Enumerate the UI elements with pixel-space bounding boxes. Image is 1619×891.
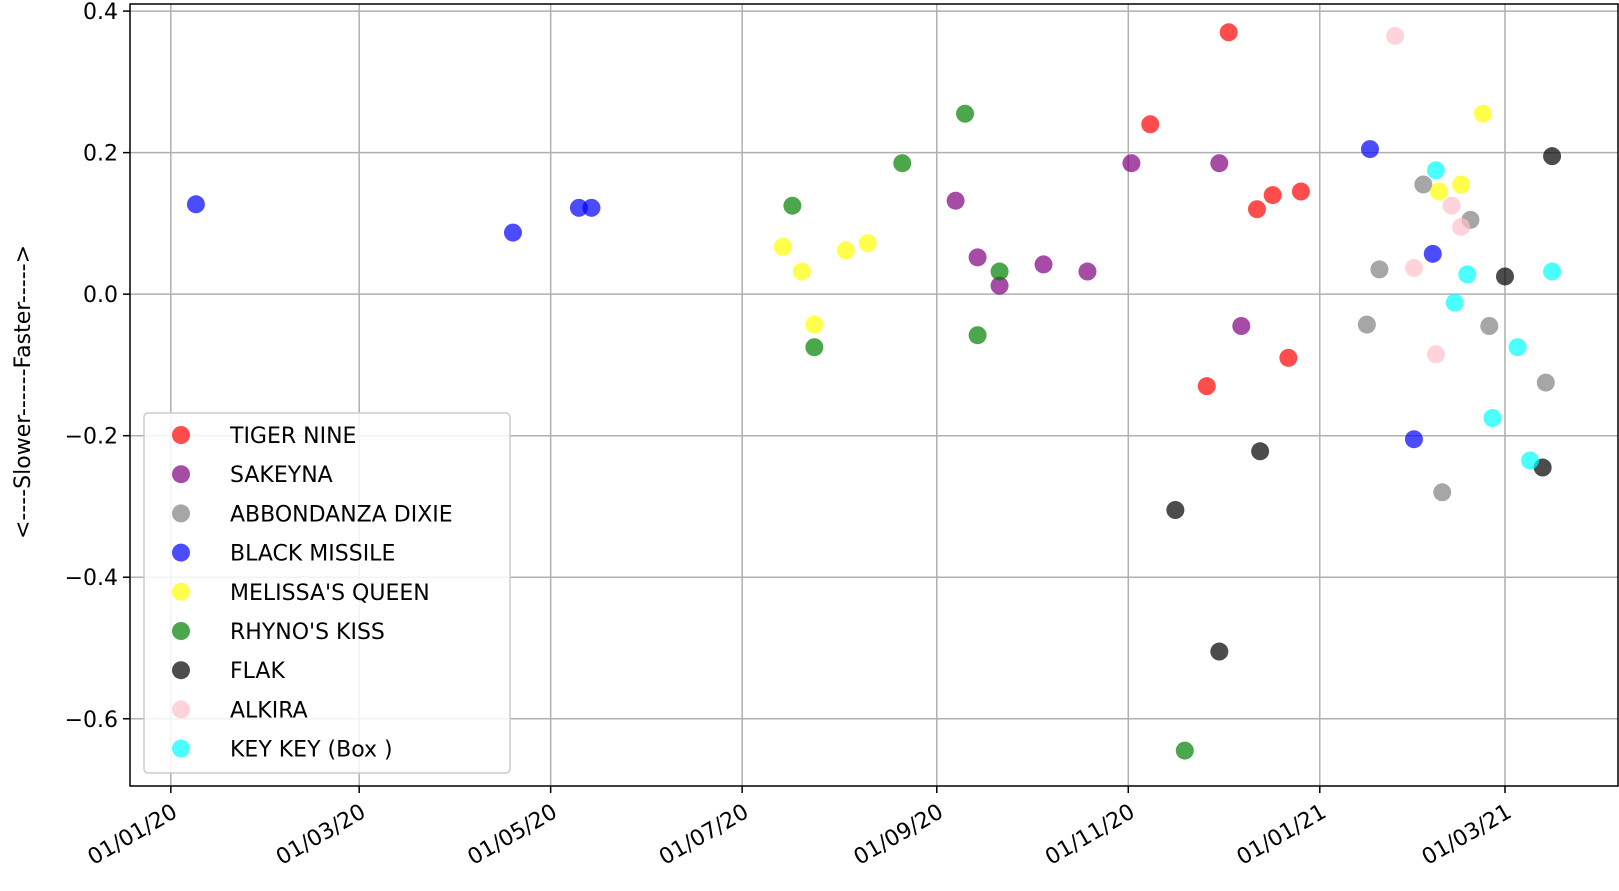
data-points [186,23,1562,760]
data-point [1034,255,1053,274]
data-point [1483,409,1502,427]
x-tick-label: 01/01/21 [1233,800,1331,871]
data-point [1430,182,1449,201]
data-point [503,223,522,242]
data-point [1423,244,1442,263]
data-point [1426,161,1445,180]
x-tick-label: 01/07/20 [655,800,753,871]
data-point [1452,175,1471,194]
data-point [946,191,965,210]
legend-label: FLAK [230,659,285,684]
data-point [836,241,855,260]
data-point [1210,642,1229,661]
x-tick-label: 01/11/20 [1041,800,1139,871]
y-tick-label: 0.2 [83,142,118,167]
legend-marker [172,739,190,758]
legend-marker [172,543,190,562]
legend-box [143,412,511,774]
y-tick-label: −0.2 [65,425,118,450]
data-point [792,262,811,281]
legend-label: RHYNO'S KISS [230,620,385,645]
data-point [1219,23,1238,42]
data-point [1452,217,1471,236]
legend-label: ABBONDANZA DIXIE [230,502,453,527]
legend-marker [172,426,190,444]
x-tick-label: 01/01/20 [84,800,182,871]
data-point [783,196,802,215]
x-tick-label: 01/03/20 [272,800,370,871]
y-tick-label: −0.4 [65,566,118,591]
data-point [1141,115,1160,134]
data-point [893,154,912,173]
legend-label: SAKEYNA [230,463,333,488]
legend-label: TIGER NINE [229,424,356,449]
data-point [1458,265,1477,284]
legend-marker [172,700,190,719]
x-tick-label: 01/05/20 [464,800,562,871]
data-point [990,262,1009,281]
data-point [1543,262,1562,281]
legend-label: ALKIRA [230,698,308,723]
legend-marker [172,504,190,523]
data-point [1166,501,1185,519]
data-point [1078,262,1097,281]
data-point [1210,154,1229,173]
data-point [1543,147,1562,166]
data-point [1433,483,1452,502]
data-point [968,248,987,267]
legend-label: MELISSA'S QUEEN [230,581,430,606]
y-tick-label: 0.4 [83,0,118,25]
x-tick-label: 01/03/21 [1418,800,1516,871]
y-axis-label: <----Slower------Faster-----> [11,245,36,539]
data-point [1122,154,1141,173]
data-point [1386,26,1405,45]
legend-marker [172,622,190,640]
data-point [1480,317,1499,335]
legend-label: KEY KEY (Box ) [230,738,393,763]
data-point [773,237,792,256]
data-point [858,234,877,253]
data-point [1370,260,1389,279]
legend-marker [172,582,190,601]
data-point [805,315,824,334]
legend-marker [172,465,190,484]
data-point [1495,267,1514,286]
data-point [1263,186,1282,205]
data-point [968,326,987,345]
data-point [1361,140,1379,159]
data-point [1536,373,1555,392]
data-point [186,195,205,214]
data-point [1175,741,1194,760]
data-point [1357,315,1376,334]
data-point [805,338,824,357]
data-point [1247,200,1266,219]
legend: TIGER NINE SAKEYNA ABBONDANZA DIXIE BLACK M… [143,412,511,774]
data-point [1521,451,1540,470]
data-point [1251,442,1270,461]
y-tick-label: 0.0 [83,283,118,308]
data-point [1197,377,1216,396]
data-point [1442,196,1461,215]
data-point [1279,348,1298,367]
data-point [1414,175,1433,194]
data-point [1445,293,1464,312]
data-point [1426,345,1445,364]
data-point [1508,338,1527,357]
plot-frame [129,3,1619,787]
data-point [1291,182,1310,201]
data-point [582,198,601,217]
data-point [569,198,588,217]
legend-label: BLACK MISSILE [230,542,395,567]
y-tick-label: −0.6 [65,708,118,733]
data-point [956,104,975,123]
data-point [1404,258,1423,277]
data-point [1404,430,1423,449]
x-tick-label: 01/09/20 [850,800,948,871]
legend-marker [172,661,190,680]
data-point [990,276,1009,295]
data-point [1474,104,1493,123]
data-point [1232,317,1251,335]
